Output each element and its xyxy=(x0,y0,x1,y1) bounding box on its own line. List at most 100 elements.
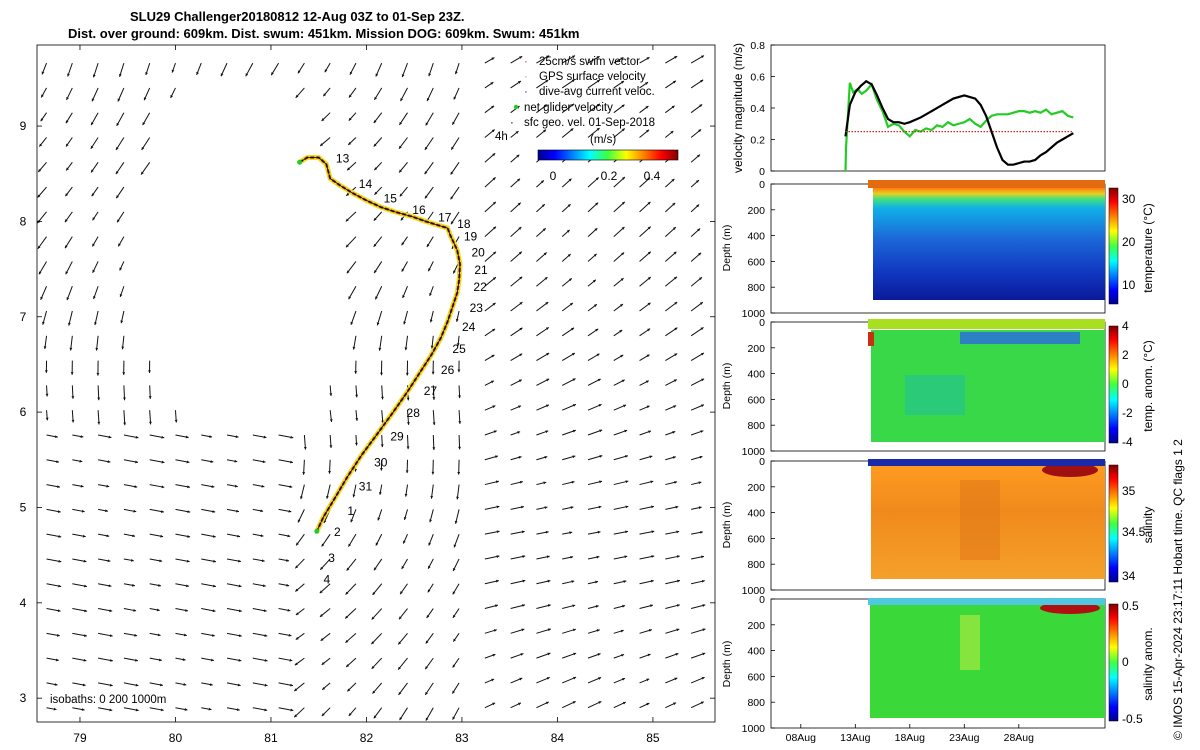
velocity-arrowhead xyxy=(569,531,573,535)
velocity-arrowhead xyxy=(495,604,498,608)
velocity-arrowhead xyxy=(599,480,603,484)
velocity-arrowhead xyxy=(647,302,651,306)
map-x-tick-label: 84 xyxy=(551,731,565,745)
velocity-arrowhead xyxy=(372,690,376,694)
velocity-arrowhead xyxy=(44,370,48,373)
velocity-arrowhead xyxy=(399,193,403,197)
day-label: 17 xyxy=(438,210,452,224)
velocity-arrowhead xyxy=(143,97,147,101)
velocity-arrowhead xyxy=(430,345,434,349)
velocity-arrowhead xyxy=(572,55,576,59)
day-label: 26 xyxy=(441,363,455,377)
velocity-arrowhead xyxy=(570,506,574,509)
velocity-arrowhead xyxy=(158,583,161,587)
velocity-arrowhead xyxy=(403,321,407,325)
velocity-y-tick-label: 0.8 xyxy=(750,40,765,52)
velocity-arrowhead xyxy=(329,419,333,423)
velocity-arrowhead xyxy=(123,422,127,426)
velocity-arrowhead xyxy=(620,354,624,358)
velocity-arrowhead xyxy=(592,279,596,283)
salinity-darker-patch xyxy=(960,480,1000,560)
velocity-arrowhead xyxy=(406,422,410,425)
map-y-tick-label: 4 xyxy=(20,596,27,610)
velocity-arrowhead xyxy=(596,103,600,107)
velocity-arrowhead xyxy=(159,559,163,563)
velocity-arrowhead xyxy=(286,558,289,562)
map-frame xyxy=(36,44,716,723)
time-tick-label: 23Aug xyxy=(949,732,980,744)
temp-anomaly-ylabel: Depth (m) xyxy=(721,363,733,410)
salinity-anomaly-panel: 0.5 0 -0.5 salinity anom. Depth (m) 0 200… xyxy=(721,594,1155,744)
velocity-arrowhead xyxy=(698,481,702,485)
temperature-surface-dots xyxy=(868,180,1105,188)
velocity-arrowhead xyxy=(595,605,599,608)
velocity-arrowhead xyxy=(700,430,704,433)
velocity-arrowhead xyxy=(109,609,113,613)
velocity-panel: 0 0.2 0.4 0.6 0.8 velocity magnitude (m/s) xyxy=(731,40,1106,178)
velocity-arrowhead xyxy=(700,55,704,59)
velocity-arrowhead xyxy=(296,542,299,546)
velocity-arrowhead xyxy=(651,555,655,558)
velocity-arrowhead xyxy=(238,609,242,613)
velocity-arrowhead xyxy=(346,664,350,667)
velocity-arrowhead xyxy=(400,217,404,221)
velocity-arrowhead xyxy=(297,70,301,74)
velocity-arrowhead xyxy=(97,421,101,425)
velocity-arrowhead xyxy=(674,480,678,484)
depth-tick-label: 800 xyxy=(747,420,765,432)
velocity-arrowhead xyxy=(80,435,84,438)
temp-cbar-tick-20: 20 xyxy=(1122,235,1136,249)
map-colorbar-tick-2: 0.4 xyxy=(644,169,661,183)
salinity-high-lens xyxy=(1042,463,1098,477)
velocity-arrowhead xyxy=(596,629,600,632)
velocity-arrowhead xyxy=(456,496,459,500)
velocity-arrowhead xyxy=(58,584,62,588)
velocity-arrowhead xyxy=(329,445,333,448)
velocity-arrowhead xyxy=(699,455,703,459)
map-x-tick-label: 82 xyxy=(360,731,374,745)
velocity-arrowhead xyxy=(347,167,351,171)
velocity-arrowhead xyxy=(429,292,432,296)
velocity-arrowhead xyxy=(567,204,571,208)
velocity-arrowhead xyxy=(493,629,497,632)
velocity-arrowhead xyxy=(321,713,325,717)
depth-tick-label: 1000 xyxy=(742,446,766,458)
velocity-arrowhead xyxy=(80,484,84,488)
velocity-arrowhead xyxy=(295,565,299,569)
velocity-arrowhead xyxy=(55,658,59,662)
map-y-tick-label: 6 xyxy=(20,405,27,419)
velocity-arrowhead xyxy=(621,201,625,205)
day-label: 3 xyxy=(328,551,335,565)
velocity-arrowhead xyxy=(135,683,139,687)
velocity-arrowhead xyxy=(426,98,430,102)
velocity-arrowhead xyxy=(453,638,456,642)
velocity-arrowhead xyxy=(700,352,704,356)
velocity-arrowhead xyxy=(209,435,213,438)
velocity-arrowhead xyxy=(648,430,652,434)
arrow-scale-label: 4h xyxy=(495,131,508,143)
velocity-arrowhead xyxy=(187,485,190,489)
velocity-ylabel: velocity magnitude (m/s) xyxy=(731,43,745,173)
velocity-arrowhead xyxy=(211,485,215,488)
velocity-arrowhead xyxy=(454,71,458,75)
velocity-arrowhead xyxy=(675,652,679,656)
velocity-arrowhead xyxy=(428,73,432,77)
velocity-arrowhead xyxy=(674,353,678,357)
velocity-arrowhead xyxy=(673,276,677,280)
velocity-arrowhead xyxy=(320,143,324,146)
velocity-arrowhead xyxy=(398,666,401,670)
velocity-arrowhead xyxy=(676,530,680,534)
day-label: 16 xyxy=(412,203,426,217)
velocity-arrowhead xyxy=(517,702,521,706)
temperature-y-axis: 0 200 400 600 800 1000 xyxy=(742,179,775,320)
velocity-arrowhead xyxy=(403,516,407,520)
velocity-arrowhead xyxy=(119,267,123,271)
velocity-arrowhead xyxy=(347,688,351,692)
tanom-cbar-tick-4: 4 xyxy=(1122,319,1129,333)
velocity-arrowhead xyxy=(406,446,410,450)
velocity-arrowhead xyxy=(71,396,75,399)
velocity-arrowhead xyxy=(238,559,241,563)
sal-cbar-tick-35: 35 xyxy=(1122,484,1136,498)
salinity-ylabel: Depth (m) xyxy=(721,502,733,549)
velocity-arrowhead xyxy=(348,117,352,121)
